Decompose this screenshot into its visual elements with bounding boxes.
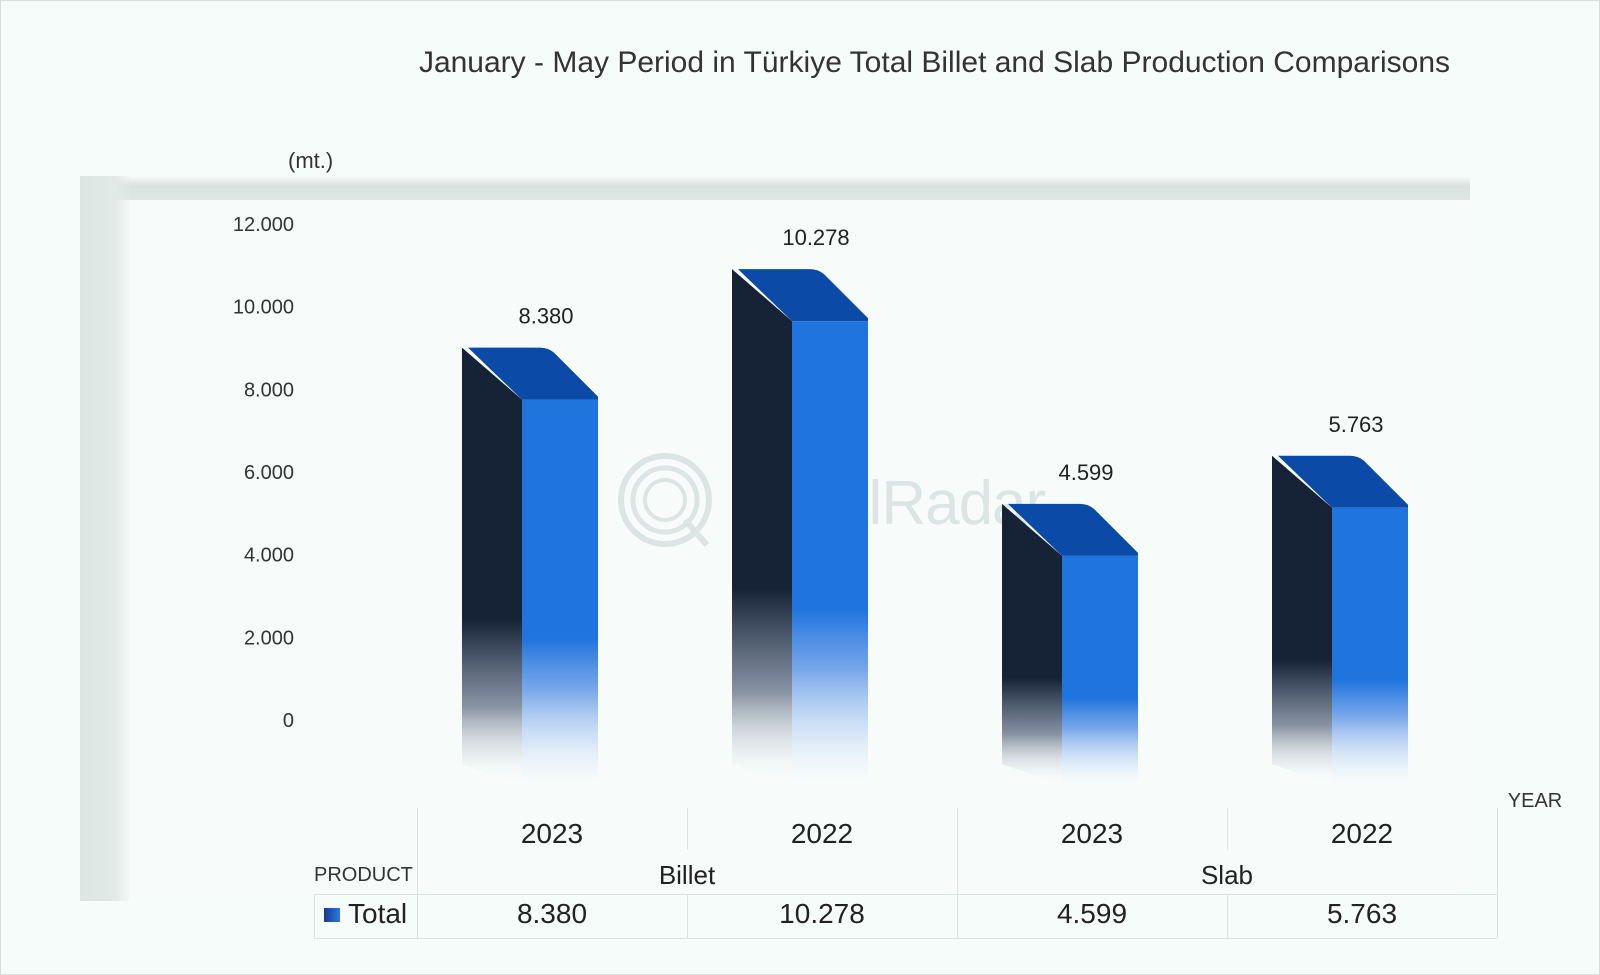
legend-series-name: Total [348,898,408,929]
y-tick-label: 6.000 [244,462,294,484]
y-tick-label: 4.000 [244,545,294,567]
table-divider [1497,808,1498,938]
bar-top-face [468,347,598,400]
bar-side-face [1002,503,1062,785]
y-tick-label: 10.000 [233,297,294,319]
bar-side-face [462,347,522,785]
year-cell: 2023 [1060,818,1124,849]
bar [1272,455,1408,785]
table-rule [314,938,1497,939]
bar-value-label: 10.278 [782,225,849,250]
year-cell: 2022 [1330,818,1394,849]
table-divider [1227,808,1228,850]
y-tick-label: 12.000 [233,214,294,236]
bar [1002,503,1138,785]
table-divider [687,808,688,850]
y-tick-label: 8.000 [244,379,294,401]
bar-value-label: 4.599 [1058,460,1113,485]
y-axis-unit: (mt.) [288,148,334,173]
x-axis-label: YEAR [1507,790,1563,812]
bar-top-face [1008,503,1138,556]
table-value-cell: 8.380 [516,898,588,929]
bar-top-face [1278,455,1408,508]
bar-value-label: 8.380 [518,304,573,329]
y-tick-label: 2.000 [244,627,294,649]
bar-top-face [738,269,868,322]
bar-front-face [1062,555,1138,785]
table-value-cell: 5.763 [1326,898,1398,929]
product-header: PRODUCT [314,864,413,886]
table-value-cell: 4.599 [1056,898,1128,929]
bar-side-face [1272,455,1332,785]
chart-title: January - May Period in Türkiye Total Bi… [418,46,1450,79]
table-divider [957,808,958,938]
bar [462,347,598,785]
bar-side-face [732,269,792,785]
y-tick-label: 0 [283,710,294,732]
group-label-billet: Billet [658,860,716,890]
chart-wall-top [80,176,1470,200]
radar-logo-icon [618,453,712,547]
table-divider [1227,894,1228,938]
group-label-slab: Slab [1200,860,1254,890]
bar-front-face [522,399,598,785]
table-rule [314,894,1497,895]
table-divider [314,894,315,938]
bar-front-face [792,321,868,785]
legend-swatch [324,908,340,922]
bar [732,269,868,785]
table-divider [687,894,688,938]
year-cell: 2023 [520,818,584,849]
bar-front-face [1332,507,1408,785]
table-divider [417,808,418,938]
chart-wall-left [80,176,130,901]
table-value-cell: 10.278 [779,898,865,929]
year-cell: 2022 [790,818,854,849]
bar-value-label: 5.763 [1328,412,1383,437]
